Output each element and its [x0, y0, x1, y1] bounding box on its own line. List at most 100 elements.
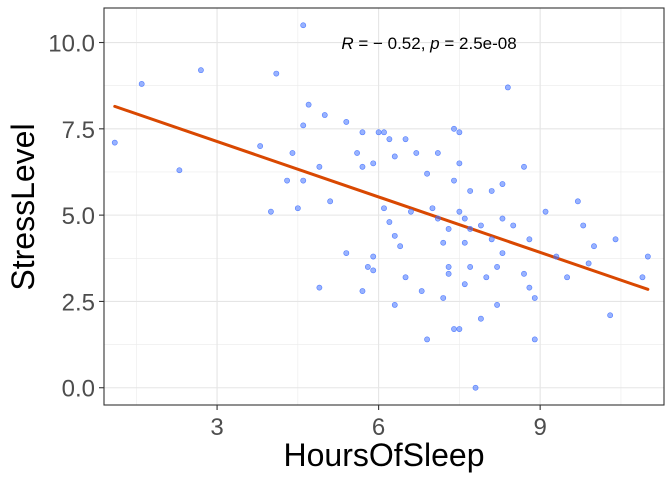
data-point: [359, 129, 366, 136]
data-point: [526, 236, 533, 243]
data-point: [408, 208, 414, 215]
axis-ticks: 3 6 9 0.0 2.5 5.0 7.5 10.0: [48, 31, 547, 441]
r-symbol: R: [341, 34, 353, 53]
data-point: [397, 243, 404, 250]
data-point: [488, 236, 495, 243]
regression-line: [113, 104, 650, 291]
data-point: [451, 177, 457, 184]
data-point: [553, 253, 560, 260]
data-point: [381, 129, 387, 136]
data-point: [472, 384, 479, 391]
data-point: [391, 301, 398, 308]
data-point: [467, 188, 474, 194]
data-point: [499, 250, 506, 257]
data-point: [268, 208, 274, 215]
data-point: [456, 129, 463, 136]
data-point: [521, 163, 527, 170]
y-tick-label: 0.0: [62, 376, 95, 403]
data-point: [375, 129, 382, 136]
data-point: [359, 288, 366, 294]
regression-layer: [113, 104, 650, 291]
data-point: [461, 281, 468, 288]
x-tick-label: 3: [210, 414, 223, 441]
data-point: [440, 239, 447, 246]
correlation-annotation: R = − 0.52, p = 2.5e-08: [341, 34, 516, 53]
data-point: [564, 274, 570, 281]
y-tick-label: 2.5: [62, 289, 95, 316]
data-point: [359, 163, 366, 170]
data-point: [434, 215, 441, 222]
data-point: [451, 125, 457, 132]
data-point: [300, 177, 307, 184]
p-symbol: p: [429, 34, 439, 53]
data-point: [461, 215, 468, 222]
data-point: [294, 205, 301, 212]
data-point: [370, 160, 377, 167]
data-point: [504, 84, 511, 91]
data-point: [644, 253, 651, 260]
data-point: [429, 205, 436, 212]
data-point: [289, 150, 296, 156]
data-point: [305, 101, 312, 108]
data-point: [300, 22, 307, 29]
data-point: [639, 274, 646, 281]
y-tick-label: 10.0: [48, 31, 95, 58]
data-point: [370, 267, 377, 274]
data-point: [478, 315, 484, 322]
data-point: [478, 222, 484, 229]
panel-border: [103, 7, 665, 406]
x-axis-title: HoursOfSleep: [284, 437, 485, 473]
data-point: [499, 181, 506, 187]
data-point: [402, 274, 409, 281]
data-point: [542, 208, 549, 215]
y-axis-title: StressLevel: [5, 123, 41, 290]
data-point: [386, 219, 393, 225]
data-point: [451, 326, 457, 332]
data-point: [402, 136, 409, 143]
data-point: [391, 232, 398, 239]
data-point: [440, 295, 447, 301]
data-point: [521, 270, 527, 277]
data-point: [580, 222, 587, 229]
data-point: [354, 150, 360, 156]
data-point: [456, 160, 463, 167]
data-point: [413, 150, 420, 156]
data-point: [111, 139, 118, 146]
data-point: [467, 264, 474, 270]
data-point: [445, 270, 452, 277]
data-point: [176, 167, 183, 174]
data-point: [483, 274, 490, 281]
data-point: [445, 226, 452, 232]
data-point: [381, 205, 387, 212]
data-point: [386, 136, 393, 143]
data-point: [574, 198, 581, 205]
data-point: [461, 239, 468, 246]
data-point: [343, 250, 350, 257]
grid: [104, 8, 664, 405]
data-point: [370, 253, 377, 260]
data-point: [445, 264, 452, 270]
data-point: [494, 301, 500, 308]
data-point: [321, 112, 328, 118]
data-point: [316, 284, 323, 291]
data-point: [510, 222, 517, 229]
data-point: [391, 153, 398, 160]
data-point: [612, 236, 619, 243]
data-point: [456, 326, 463, 332]
data-point: [526, 284, 533, 291]
data-point: [273, 70, 280, 77]
data-point: [585, 260, 592, 267]
data-point: [607, 312, 614, 319]
x-tick-label: 9: [533, 414, 546, 441]
data-point: [138, 81, 145, 87]
r-value: = − 0.52,: [354, 34, 431, 53]
data-point: [467, 226, 474, 232]
data-point: [424, 336, 430, 343]
data-point: [424, 170, 430, 177]
data-point: [434, 150, 441, 156]
data-point: [327, 198, 334, 205]
points-layer: [111, 22, 651, 391]
data-point: [300, 122, 307, 129]
x-tick-label: 6: [372, 414, 385, 441]
